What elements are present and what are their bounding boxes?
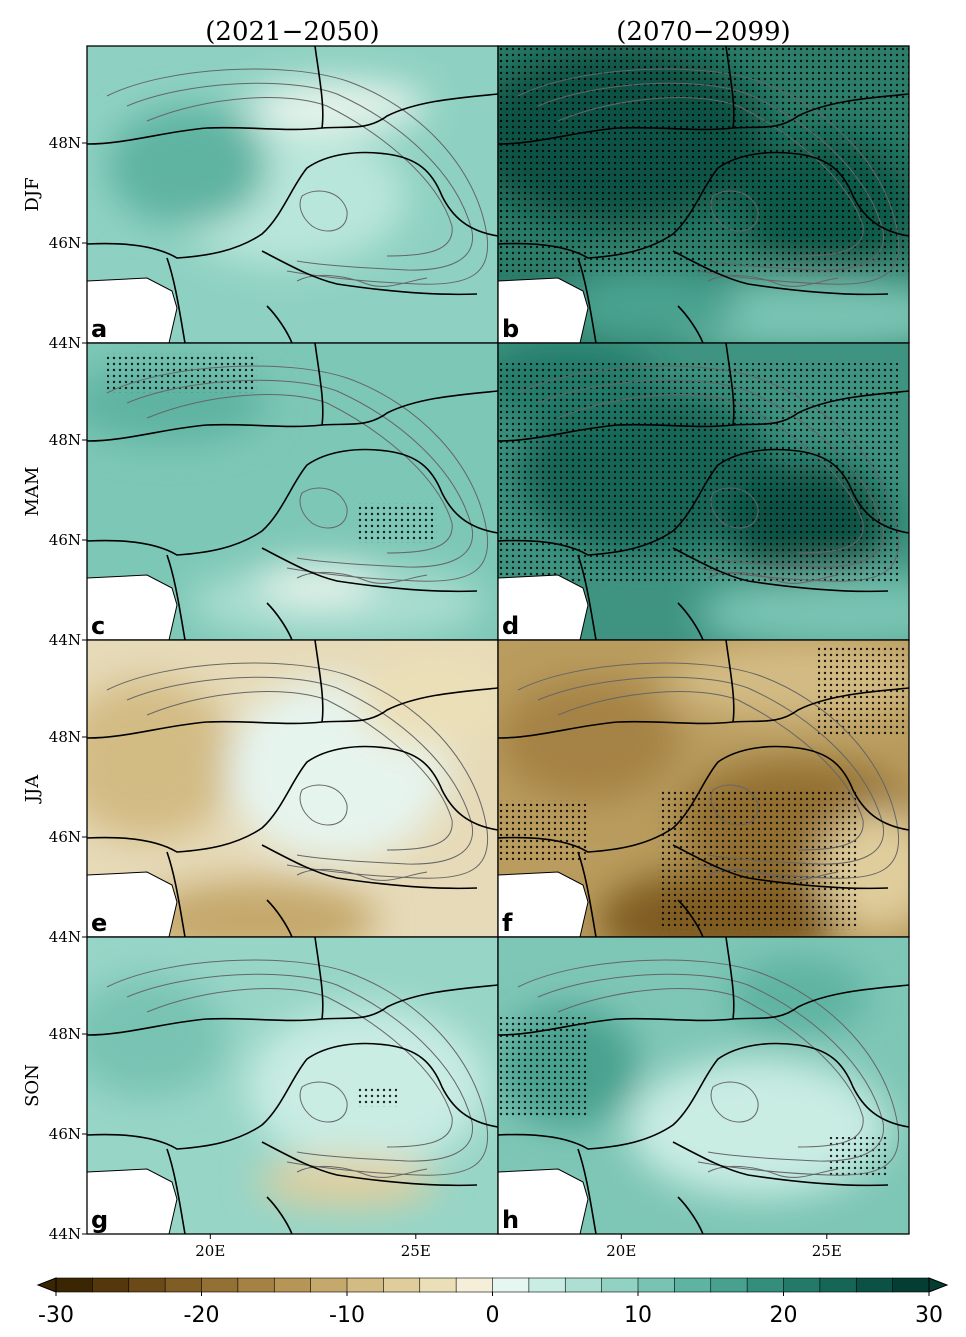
lat-tick-label: 46N — [49, 828, 81, 846]
colorbar-tick-label: 0 — [486, 1303, 500, 1328]
colorbar-bin — [455, 1277, 494, 1293]
row-label: JJA — [22, 774, 43, 804]
row-label: DJF — [22, 177, 43, 211]
colorbar-bin — [237, 1277, 275, 1293]
shade-blob — [137, 880, 377, 937]
map-panel — [498, 343, 909, 640]
lat-tick-label: 44N — [49, 631, 81, 649]
colorbar-tick-label: 30 — [915, 1303, 943, 1328]
colorbar-bin — [819, 1277, 857, 1293]
lat-tick-label: 44N — [49, 1225, 81, 1243]
colorbar-bin — [273, 1277, 312, 1293]
row-label: SON — [22, 1064, 43, 1107]
panels — [86, 45, 910, 1235]
colorbar-bin — [383, 1277, 421, 1293]
colorbar-bin — [55, 1277, 93, 1293]
stippling — [498, 46, 909, 276]
colorbar-bin — [746, 1277, 785, 1293]
stippling — [357, 1087, 397, 1107]
lon-tick-label: 20E — [195, 1242, 225, 1260]
shade-blob — [87, 680, 237, 840]
colorbar-bin — [564, 1277, 603, 1293]
map-panel — [87, 937, 498, 1234]
panel-letter: g — [91, 1206, 108, 1234]
colorbar-bin — [201, 1277, 239, 1293]
colorbar-bin — [674, 1277, 712, 1293]
labels: a 48N 46N 44N DJF b c 48N 46N 44N MAM d e 48N 46N 44N JJ… — [22, 17, 949, 1328]
lat-tick-label: 46N — [49, 1125, 81, 1143]
colorbar-bin — [637, 1277, 675, 1293]
shade-blob — [257, 563, 377, 603]
colorbar-bin — [310, 1277, 348, 1293]
map-panel — [498, 46, 909, 343]
map-shading — [87, 650, 498, 937]
colorbar-bin — [419, 1277, 457, 1293]
lat-tick-label: 46N — [49, 234, 81, 252]
panel-letter: b — [502, 315, 519, 343]
colorbar-bin — [783, 1277, 821, 1293]
colorbar-bin — [855, 1277, 894, 1293]
shade-blob — [247, 81, 427, 131]
panel-letter: d — [502, 612, 519, 640]
lat-tick-label: 46N — [49, 531, 81, 549]
lon-tick-label: 20E — [606, 1242, 636, 1260]
colorbar-tick-label: -20 — [184, 1303, 220, 1328]
colorbar-tick-label: -10 — [329, 1303, 365, 1328]
row-label: MAM — [22, 467, 43, 517]
colorbar-bin — [892, 1277, 930, 1293]
panel-letter: a — [91, 315, 107, 343]
colorbar-tick-label: 20 — [770, 1303, 798, 1328]
colorbar-end — [928, 1277, 949, 1293]
shade-blob — [257, 1157, 437, 1207]
column-title: (2021−2050) — [205, 17, 379, 47]
lon-tick-label: 25E — [812, 1242, 842, 1260]
colorbar-bin — [92, 1277, 130, 1293]
panel-frame — [497, 936, 910, 1235]
lon-tick-label: 25E — [401, 1242, 431, 1260]
panel-letter: f — [502, 909, 513, 937]
shade-blob — [107, 106, 267, 226]
panel-letter: e — [91, 909, 107, 937]
lat-tick-label: 48N — [49, 1025, 81, 1043]
map-panel — [87, 343, 498, 640]
shade-blob — [87, 977, 227, 1097]
stippling — [498, 1017, 588, 1117]
lat-tick-label: 48N — [49, 728, 81, 746]
map-shading — [107, 81, 427, 266]
shade-blob — [698, 573, 909, 640]
map-panel — [87, 640, 498, 937]
colorbar-tick-label: -30 — [38, 1303, 74, 1328]
shade-blob — [728, 957, 868, 1037]
colorbar-bin — [710, 1277, 748, 1293]
column-title: (2070−2099) — [616, 17, 790, 47]
colorbar-bin — [528, 1277, 566, 1293]
panel-letter: c — [91, 612, 105, 640]
map-panel — [87, 46, 498, 343]
colorbar-bin — [128, 1277, 166, 1293]
colorbar-end — [36, 1277, 57, 1293]
stippling — [107, 353, 257, 393]
stippling — [357, 503, 437, 543]
panel-letter: h — [502, 1206, 519, 1234]
shade-blob — [498, 680, 678, 800]
lat-tick-label: 48N — [49, 431, 81, 449]
colorbar-bin — [601, 1277, 639, 1293]
shade-blob — [628, 1057, 888, 1197]
map-panel — [498, 937, 909, 1234]
colorbar-tick-label: 10 — [624, 1303, 652, 1328]
stippling — [498, 800, 588, 860]
map-panel — [498, 640, 909, 937]
lat-tick-label: 48N — [49, 134, 81, 152]
lat-tick-label: 44N — [49, 928, 81, 946]
shade-blob — [357, 650, 498, 750]
colorbar-bin — [164, 1277, 203, 1293]
lat-tick-label: 44N — [49, 334, 81, 352]
colorbar-bin — [492, 1277, 530, 1293]
colorbar-bin — [346, 1277, 384, 1293]
